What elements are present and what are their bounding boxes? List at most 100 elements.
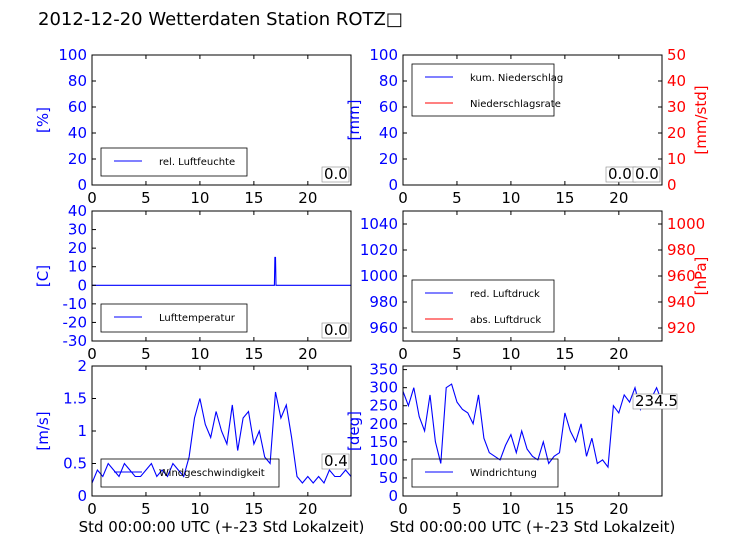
humidity-ytick-label-1: 20 xyxy=(68,150,87,168)
precipitation-ytick-label-4: 80 xyxy=(379,72,398,90)
wind_speed-legend-label-0: Windgeschwindigkeit xyxy=(159,468,265,479)
wind_direction-xtick-label-4: 20 xyxy=(609,500,628,518)
temperature-xtick-label-3: 15 xyxy=(244,345,263,363)
temperature-annotation-box xyxy=(321,322,350,339)
wind_direction-ytick-label-7: 350 xyxy=(369,361,398,379)
pressure-y2tick-label-2: 960 xyxy=(667,267,696,285)
temperature-ytick-label-2: -10 xyxy=(63,295,88,313)
temperature-ytick-label-7: 40 xyxy=(68,202,87,220)
humidity-ytick-label-0: 0 xyxy=(77,176,87,194)
precipitation-ytick-label-5: 100 xyxy=(369,46,398,64)
wind_direction-xtick-label-0: 0 xyxy=(398,500,408,518)
wind_speed-legend-box xyxy=(100,458,280,488)
humidity-xtick-label-2: 10 xyxy=(190,189,209,207)
wind_speed-ytick-label-1: 0.5 xyxy=(63,455,87,473)
humidity-ytick-label-2: 40 xyxy=(68,124,87,142)
humidity-xtick-label-1: 5 xyxy=(141,189,151,207)
wind_speed-annotation: 0.4 xyxy=(324,452,348,470)
humidity-legend-label-0: rel. Luftfeuchte xyxy=(159,157,235,168)
humidity-ylabel: [%] xyxy=(34,107,52,133)
wind_speed-xtick-label-4: 20 xyxy=(298,500,317,518)
temperature-legend-box xyxy=(100,303,248,333)
precipitation-xtick-label-0: 0 xyxy=(398,189,408,207)
pressure-legend-label-0: red. Luftdruck xyxy=(470,289,540,300)
wind_speed-ytick-label-3: 1.5 xyxy=(63,390,87,408)
pressure-xtick-label-0: 0 xyxy=(398,345,408,363)
pressure-xtick-label-3: 15 xyxy=(555,345,574,363)
wind_direction-ylabel: [deg] xyxy=(345,411,363,451)
temperature-ytick-label-0: -30 xyxy=(63,332,88,350)
precipitation-y2tick-label-4: 40 xyxy=(667,72,686,90)
wind_direction-ytick-label-6: 300 xyxy=(369,379,398,397)
temperature-xtick-label-4: 20 xyxy=(298,345,317,363)
precipitation-legend-box xyxy=(411,63,555,117)
precipitation-y2tick-label-0: 0 xyxy=(667,176,677,194)
wind_direction-ytick-label-4: 200 xyxy=(369,415,398,433)
precipitation-y2tick-label-2: 20 xyxy=(667,124,686,142)
humidity-xtick-label-0: 0 xyxy=(87,189,97,207)
precipitation-ytick-label-2: 40 xyxy=(379,124,398,142)
humidity-ytick-label-3: 60 xyxy=(68,98,87,116)
wind_direction-xtick-label-2: 10 xyxy=(501,500,520,518)
pressure-ytick-label-2: 1000 xyxy=(360,267,398,285)
pressure-y2tick-label-0: 920 xyxy=(667,319,696,337)
wind_direction-ytick-label-2: 100 xyxy=(369,451,398,469)
precipitation-xtick-label-2: 10 xyxy=(501,189,520,207)
pressure-ytick-label-0: 960 xyxy=(369,319,398,337)
temperature-ytick-label-5: 20 xyxy=(68,239,87,257)
wind_direction-xlabel: Std 00:00:00 UTC (+-23 Std Lokalzeit) xyxy=(390,518,676,536)
temperature-legend-label-0: Lufttemperatur xyxy=(159,313,236,324)
precipitation-ytick-label-0: 0 xyxy=(388,176,398,194)
precipitation-ytick-label-1: 20 xyxy=(379,150,398,168)
precipitation-legend-label-0: kum. Niederschlag xyxy=(470,73,563,84)
humidity-annotation-box xyxy=(321,166,350,183)
pressure-y2label: [hPa] xyxy=(692,257,710,296)
temperature-ytick-label-3: 0 xyxy=(77,276,87,294)
wind_speed-ylabel: [m/s] xyxy=(34,411,52,450)
pressure-ytick-label-1: 980 xyxy=(369,293,398,311)
humidity-ytick-label-4: 80 xyxy=(68,72,87,90)
pressure-y2tick-label-3: 980 xyxy=(667,241,696,259)
wind_direction-ytick-label-3: 150 xyxy=(369,433,398,451)
temperature-series-0-line xyxy=(92,256,351,286)
humidity-annotation: 0.0 xyxy=(324,165,348,183)
pressure-ytick-label-4: 1040 xyxy=(360,215,398,233)
precipitation-ytick-label-3: 60 xyxy=(379,98,398,116)
pressure-xtick-label-2: 10 xyxy=(501,345,520,363)
pressure-legend-box xyxy=(411,279,555,333)
precipitation-annotation-box xyxy=(632,166,661,183)
pressure-xtick-label-1: 5 xyxy=(452,345,462,363)
temperature-xtick-label-0: 0 xyxy=(87,345,97,363)
wind_speed-xtick-label-2: 10 xyxy=(190,500,209,518)
precipitation-annotation-2: 0.0 xyxy=(608,165,632,183)
wind_direction-annotation: 234.5 xyxy=(635,392,678,410)
precipitation-y2tick-label-5: 50 xyxy=(667,46,686,64)
precipitation-legend-label-1: Niederschlagsrate xyxy=(470,99,561,110)
wind_direction-frame xyxy=(402,365,663,497)
pressure-ytick-label-3: 1020 xyxy=(360,241,398,259)
wind_direction-legend-box xyxy=(411,458,559,488)
humidity-xtick-label-4: 20 xyxy=(298,189,317,207)
wind_speed-xtick-label-3: 15 xyxy=(244,500,263,518)
temperature-ylabel: [C] xyxy=(34,265,52,287)
wind_direction-ytick-label-1: 50 xyxy=(379,469,398,487)
wind_direction-xtick-label-1: 5 xyxy=(452,500,462,518)
humidity-ytick-label-5: 100 xyxy=(58,46,87,64)
precipitation-annotation: 0.0 xyxy=(635,165,659,183)
wind_direction-xtick-label-3: 15 xyxy=(555,500,574,518)
wind_direction-ytick-label-0: 0 xyxy=(388,487,398,505)
humidity-frame xyxy=(91,54,352,186)
precipitation-xtick-label-1: 5 xyxy=(452,189,462,207)
wind_speed-xtick-label-0: 0 xyxy=(87,500,97,518)
pressure-legend-label-1: abs. Luftdruck xyxy=(470,315,541,326)
pressure-y2tick-label-1: 940 xyxy=(667,293,696,311)
temperature-ytick-label-1: -20 xyxy=(63,313,88,331)
humidity-xtick-label-3: 15 xyxy=(244,189,263,207)
precipitation-xtick-label-3: 15 xyxy=(555,189,574,207)
wind_direction-ytick-label-5: 250 xyxy=(369,397,398,415)
pressure-y2tick-label-4: 1000 xyxy=(667,215,705,233)
wind_speed-annotation-box xyxy=(321,453,350,470)
wind_direction-legend-label-0: Windrichtung xyxy=(470,468,537,479)
wind_speed-xtick-label-1: 5 xyxy=(141,500,151,518)
